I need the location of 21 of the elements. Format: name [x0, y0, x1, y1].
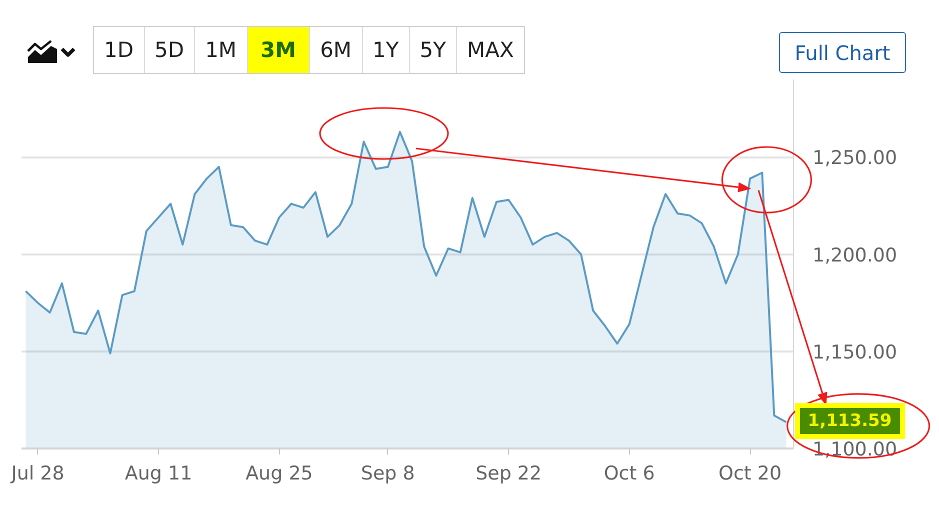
text: Full Chart: [779, 32, 906, 73]
text: 3M: [248, 27, 310, 73]
x-tick-label: Aug 25: [246, 462, 313, 484]
x-tick-label: Jul 28: [10, 462, 64, 484]
x-tick-label: Sep 8: [360, 462, 415, 484]
x-tick-label: Oct 6: [604, 462, 655, 484]
data-label: 1,113.59: [794, 402, 905, 439]
y-tick-label: 1,150.00: [812, 341, 898, 364]
x-tick-label: Oct 20: [718, 462, 782, 484]
y-tick-label: 1,200.00: [812, 244, 898, 266]
text: 1Y: [362, 27, 410, 73]
text: MAX: [456, 27, 524, 73]
x-tick-label: Aug 11: [124, 462, 192, 484]
text: 6M: [310, 27, 363, 73]
text: 5Y: [410, 27, 457, 73]
y-tick-label: 1,100.00: [812, 438, 898, 460]
x-tick-label: Sep 22: [476, 462, 542, 484]
text: 5D: [144, 27, 196, 73]
y-tick-label: 1,250.00: [812, 147, 898, 170]
text: 1M: [195, 27, 248, 73]
text: 1D: [94, 27, 145, 73]
